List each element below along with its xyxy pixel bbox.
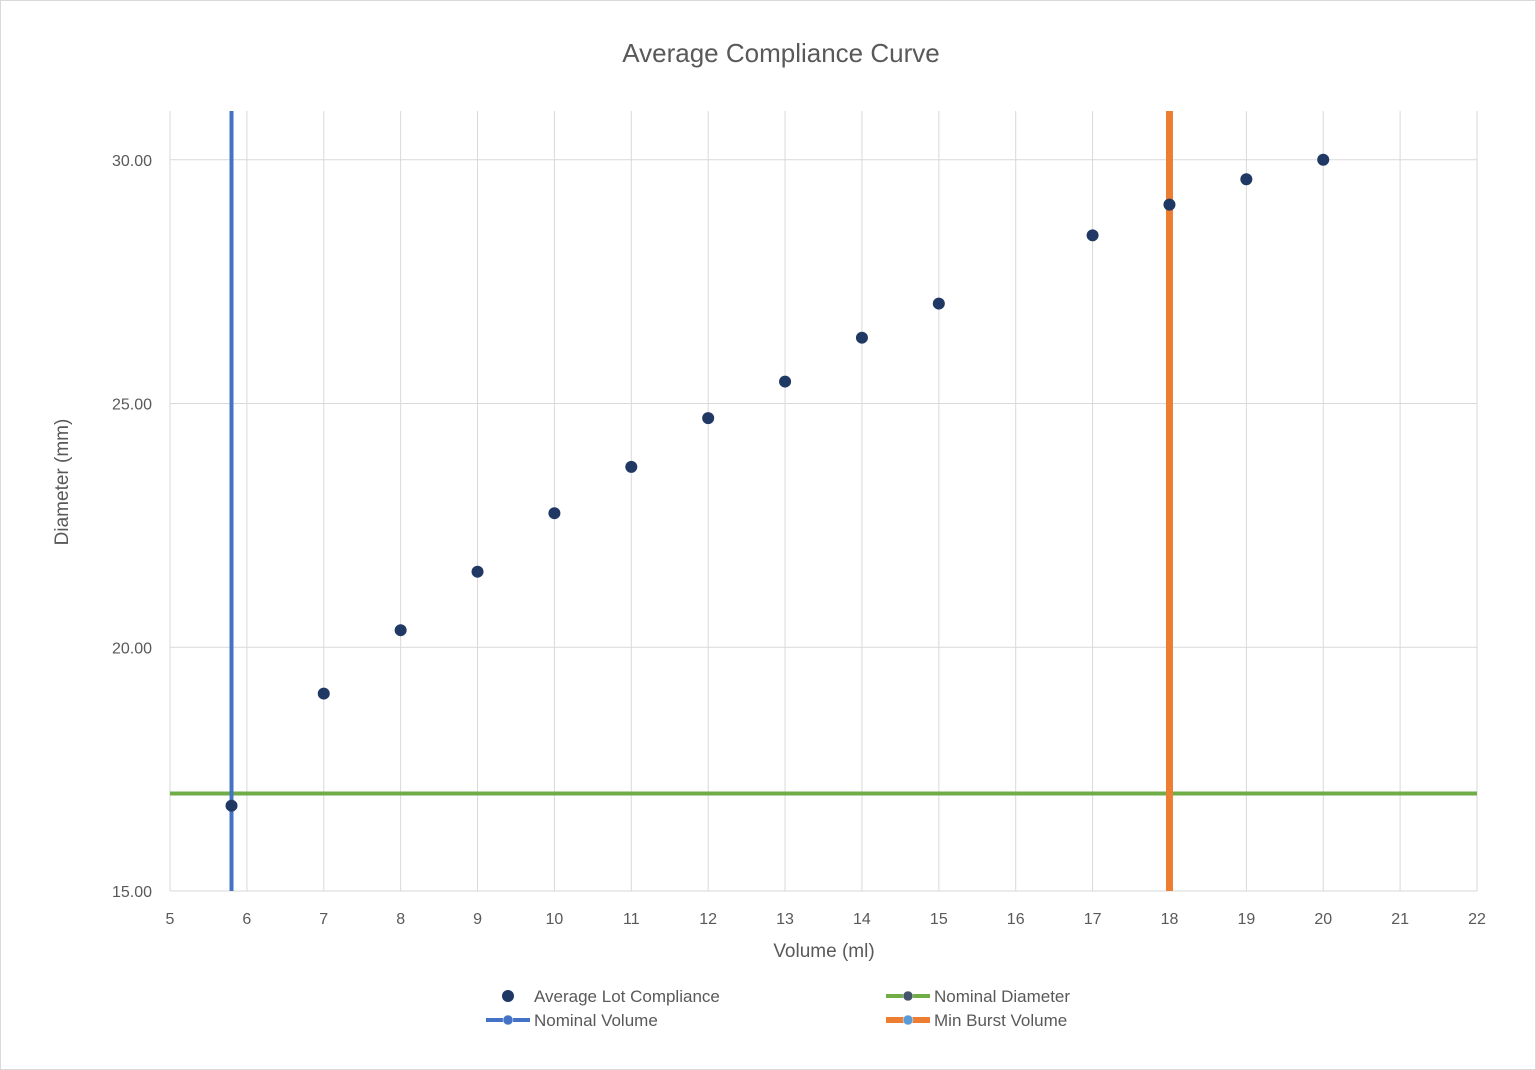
legend-label: Nominal Volume [534, 1011, 658, 1030]
data-point [855, 331, 868, 344]
x-tick-label: 16 [1007, 911, 1025, 928]
data-point [1317, 153, 1330, 166]
data-point [1086, 229, 1099, 242]
y-tick-label: 25.00 [112, 397, 152, 414]
x-tick-label: 10 [546, 911, 564, 928]
data-point [394, 624, 407, 637]
data-point [1240, 173, 1253, 186]
legend-item: Min Burst Volume [886, 1011, 1067, 1030]
data-point [225, 799, 238, 812]
x-tick-label: 18 [1161, 911, 1179, 928]
x-tick-label: 19 [1237, 911, 1255, 928]
x-tick-label: 17 [1084, 911, 1102, 928]
y-tick-label: 15.00 [112, 884, 152, 901]
legend-item: Average Lot Compliance [502, 987, 720, 1006]
x-axis-ticks: 5 6 7 8 9 10 11 12 13 14 15 16 17 18 19 20 21 22 [166, 911, 1486, 928]
y-tick-label: 20.00 [112, 640, 152, 657]
data-point [471, 565, 484, 578]
x-tick-label: 20 [1314, 911, 1332, 928]
x-tick-label: 21 [1391, 911, 1409, 928]
y-axis-ticks: 15.00 20.00 25.00 30.00 [112, 153, 152, 901]
x-tick-label: 8 [396, 911, 405, 928]
data-point [1163, 198, 1176, 211]
x-tick-label: 22 [1468, 911, 1486, 928]
x-tick-label: 7 [319, 911, 328, 928]
legend-label: Nominal Diameter [934, 987, 1070, 1006]
data-point [548, 507, 561, 520]
legend-item: Nominal Volume [486, 1011, 658, 1030]
data-point [625, 460, 638, 473]
x-axis-label: Volume (ml) [773, 941, 874, 962]
data-point [932, 297, 945, 310]
x-tick-label: 9 [473, 911, 482, 928]
legend-marker [502, 1014, 514, 1026]
chart-title: Average Compliance Curve [622, 38, 939, 68]
data-point [779, 375, 792, 388]
legend-marker [502, 990, 514, 1002]
legend-label: Min Burst Volume [934, 1011, 1067, 1030]
grid [169, 111, 1478, 892]
legend-marker [902, 990, 914, 1002]
y-tick-label: 30.00 [112, 153, 152, 170]
reference-lines [170, 111, 1477, 891]
data-point [702, 412, 715, 425]
legend-marker [902, 1014, 914, 1026]
data-point [317, 687, 330, 700]
legend-item: Nominal Diameter [886, 987, 1070, 1006]
data-points [225, 153, 1330, 812]
x-tick-label: 11 [623, 911, 640, 928]
legend: Average Lot Compliance Nominal Diameter No… [486, 987, 1070, 1030]
y-axis-label: Diameter (mm) [52, 419, 73, 546]
x-tick-label: 13 [776, 911, 794, 928]
x-tick-label: 12 [699, 911, 717, 928]
legend-label: Average Lot Compliance [534, 987, 720, 1006]
x-tick-label: 5 [166, 911, 175, 928]
x-tick-label: 15 [930, 911, 948, 928]
x-tick-label: 14 [853, 911, 871, 928]
x-tick-label: 6 [242, 911, 251, 928]
